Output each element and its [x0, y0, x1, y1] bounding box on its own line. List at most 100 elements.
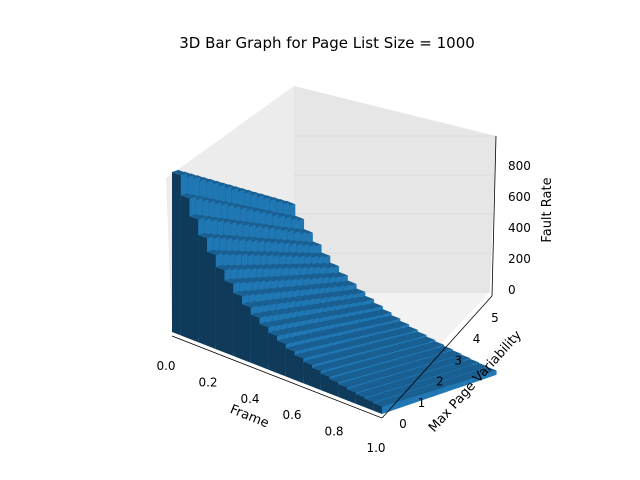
- bar-front-face: [259, 323, 269, 370]
- bar-top-face: [317, 262, 333, 269]
- bar-top-face: [329, 309, 345, 316]
- bar-top-face: [333, 299, 349, 306]
- x-tick-labels: 0.0 0.2 0.4 0.6 0.8 1.0: [156, 359, 385, 455]
- bar-top-face: [404, 369, 420, 376]
- bar-top-face: [374, 386, 390, 392]
- z-axis-label: Fault Rate: [540, 177, 555, 242]
- x-tick-label: 1.0: [366, 441, 385, 455]
- bar-top-face: [308, 303, 324, 310]
- bar-top-face: [301, 304, 317, 311]
- bar-top-face: [382, 369, 398, 375]
- bar-front-face: [320, 373, 330, 394]
- bar-top-face: [472, 363, 488, 369]
- bar-top-face: [355, 329, 371, 336]
- bar-top-face: [405, 390, 421, 397]
- bar-top-face: [353, 322, 369, 328]
- bar-top-face: [280, 297, 296, 303]
- bar-top-face: [358, 337, 374, 343]
- bar-top-face: [374, 325, 390, 331]
- bar-top-face: [328, 281, 344, 288]
- bar-top-face: [391, 373, 407, 380]
- bar-top-face: [268, 330, 284, 337]
- bar-top-face: [239, 290, 255, 296]
- bar-top-face: [387, 382, 403, 388]
- bar-top-face: [357, 376, 373, 383]
- x-axis-label: Frame: [228, 402, 271, 431]
- x-tick-label: 0.6: [282, 408, 301, 422]
- bar-top-face: [302, 333, 318, 339]
- bar-top-face: [393, 320, 410, 327]
- bar-top-face: [280, 327, 297, 334]
- bar-top-face: [243, 277, 259, 283]
- x-tick-label: 0.8: [324, 425, 343, 439]
- bar-top-face: [342, 307, 358, 313]
- y-tick-label: 4: [473, 332, 481, 346]
- bar-top-face: [424, 349, 441, 356]
- bar-top-face: [242, 302, 258, 308]
- bar-top-face: [336, 334, 352, 340]
- bar-top-face: [237, 277, 253, 284]
- bar-top-face: [358, 295, 375, 302]
- bar-top-face: [339, 298, 355, 305]
- bar-side-face: [426, 390, 433, 399]
- bar-top-face: [368, 387, 384, 394]
- bar-top-face: [215, 264, 231, 271]
- bar-top-face: [481, 367, 497, 373]
- bar-front-face: [277, 340, 286, 377]
- bar-top-face: [284, 285, 300, 292]
- bar-top-face: [307, 349, 323, 356]
- bar-top-face: [319, 272, 336, 279]
- bar-top-face: [359, 320, 375, 327]
- bar-top-face: [459, 367, 476, 373]
- bar-top-face: [393, 380, 410, 386]
- bar-top-face: [423, 364, 439, 370]
- bar-top-face: [390, 351, 406, 358]
- bar-top-face: [315, 282, 332, 289]
- bar-top-face: [312, 293, 328, 299]
- bar-top-face: [384, 353, 400, 360]
- bar-side-face: [464, 378, 472, 386]
- bar-top-face: [294, 352, 310, 359]
- bar-top-face: [234, 264, 250, 270]
- bar-top-face: [248, 301, 264, 307]
- bar-top-face: [254, 300, 270, 307]
- bar-top-face: [367, 302, 383, 309]
- bar-top-face: [198, 232, 214, 239]
- bar-top-face: [296, 284, 313, 291]
- bar-top-face: [253, 264, 270, 270]
- bar-top-face: [305, 294, 321, 300]
- bar-top-face: [368, 326, 384, 333]
- z-tick-label: 200: [508, 252, 531, 266]
- bar-top-face: [405, 333, 421, 339]
- bar-top-face: [258, 288, 274, 294]
- bar-top-face: [475, 369, 491, 375]
- bar-top-face: [354, 304, 371, 311]
- bar-top-face: [326, 272, 342, 278]
- bar-top-face: [455, 375, 472, 381]
- bar-top-face: [265, 287, 281, 294]
- bar-top-face: [468, 371, 484, 377]
- bar-top-face: [335, 308, 351, 314]
- x-tick-label: 0.2: [198, 375, 217, 389]
- bar-top-face: [363, 374, 379, 381]
- bar-top-face: [289, 335, 305, 342]
- bar-top-face: [299, 294, 315, 301]
- bar-top-face: [319, 346, 336, 353]
- bar-top-face: [398, 334, 414, 341]
- bar-top-face: [443, 379, 459, 385]
- bar-top-face: [300, 351, 316, 357]
- bar-top-face: [362, 351, 379, 358]
- bar-top-face: [273, 298, 289, 304]
- bar-top-face: [393, 358, 409, 365]
- bar-top-face: [394, 343, 410, 349]
- bar-top-face: [428, 376, 444, 383]
- bar-side-face: [452, 382, 459, 391]
- bar-top-face: [283, 337, 299, 343]
- z-axis-line: [491, 135, 497, 297]
- bar-top-face: [383, 390, 399, 397]
- bar-top-face: [338, 316, 354, 323]
- bar-top-face: [374, 364, 390, 370]
- bar-top-face: [347, 387, 363, 393]
- bar-top-face: [256, 276, 272, 283]
- bar-top-face: [228, 264, 244, 271]
